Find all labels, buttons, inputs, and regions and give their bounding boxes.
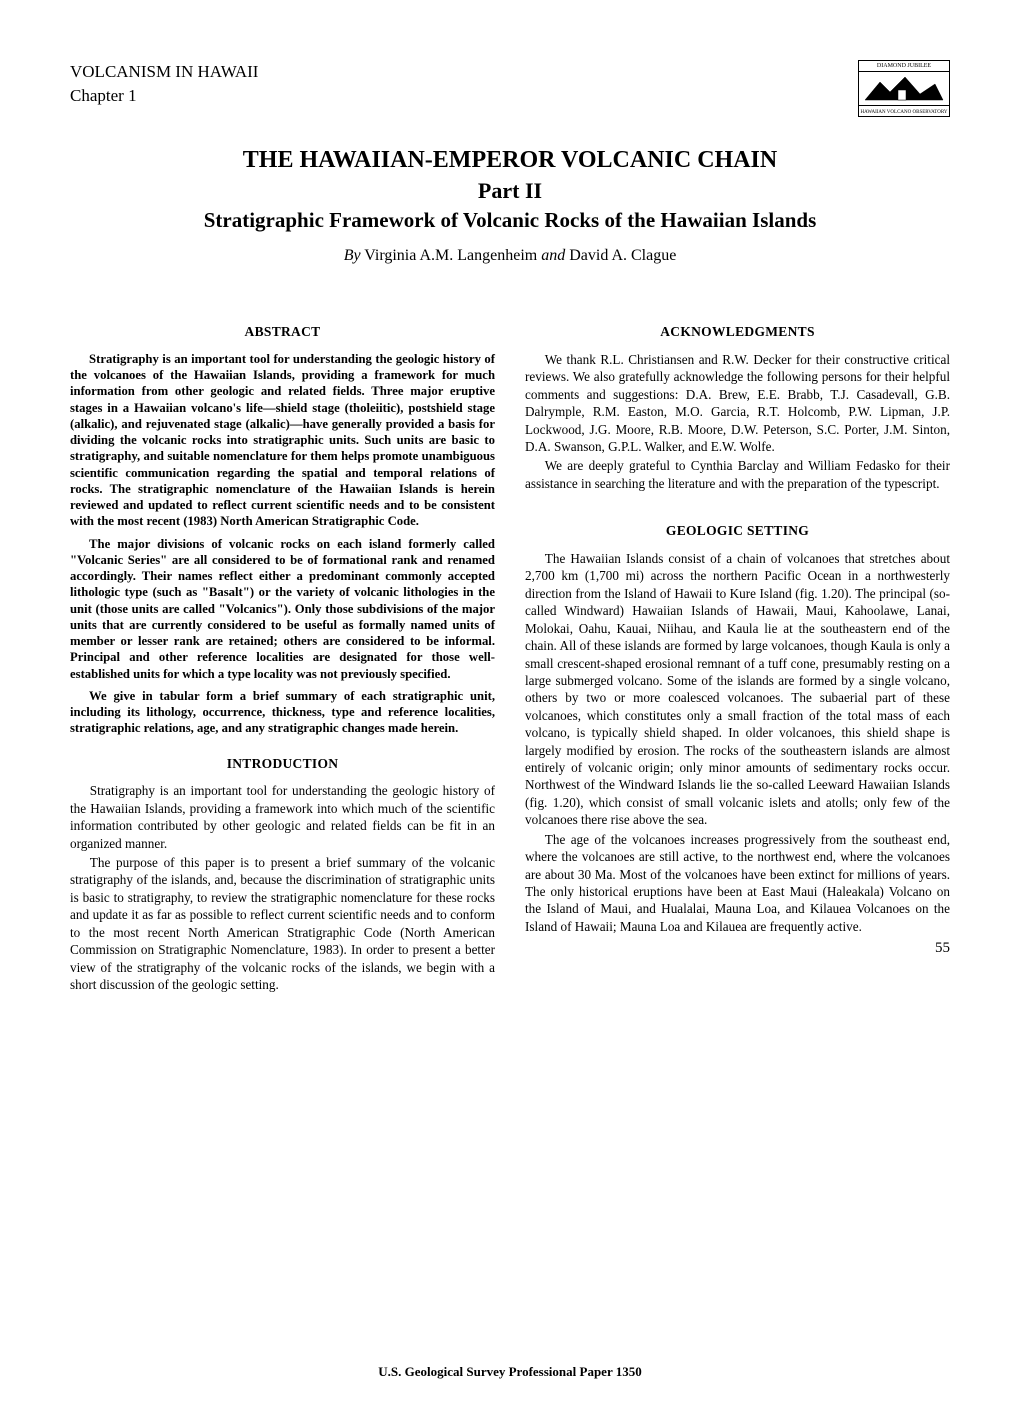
paper-title-line1: THE HAWAIIAN-EMPEROR VOLCANIC CHAIN: [70, 147, 950, 174]
abstract-paragraph: We give in tabular form a brief summary …: [70, 688, 495, 737]
by-label: By: [344, 247, 361, 264]
body-paragraph: The purpose of this paper is to present …: [70, 854, 495, 993]
paper-title-line3: Stratigraphic Framework of Volcanic Rock…: [70, 208, 950, 233]
two-column-body: ABSTRACT Stratigraphy is an important to…: [70, 305, 950, 995]
title-block: THE HAWAIIAN-EMPEROR VOLCANIC CHAIN Part…: [70, 147, 950, 265]
observatory-logo: DIAMOND JUBILEE HAWAIIAN VOLCANO OBSERVA…: [858, 60, 950, 117]
abstract-heading: ABSTRACT: [70, 323, 495, 341]
footer-citation: U.S. Geological Survey Professional Pape…: [0, 1364, 1020, 1380]
page-number: 55: [525, 939, 950, 959]
paper-title-line2: Part II: [70, 178, 950, 204]
introduction-heading: INTRODUCTION: [70, 755, 495, 773]
page-header: VOLCANISM IN HAWAII Chapter 1 DIAMOND JU…: [70, 60, 950, 117]
and-label: and: [541, 247, 565, 264]
logo-top-text: DIAMOND JUBILEE: [859, 61, 949, 69]
book-title: VOLCANISM IN HAWAII: [70, 60, 258, 84]
body-paragraph: We thank R.L. Christiansen and R.W. Deck…: [525, 351, 950, 456]
logo-bottom-text: HAWAIIAN VOLCANO OBSERVATORY: [859, 110, 949, 115]
abstract-paragraph: The major divisions of volcanic rocks on…: [70, 536, 495, 682]
logo-graphic: [859, 71, 949, 106]
acknowledgments-heading: ACKNOWLEDGMENTS: [525, 323, 950, 341]
left-column: ABSTRACT Stratigraphy is an important to…: [70, 305, 495, 995]
byline: By Virginia A.M. Langenheim and David A.…: [70, 247, 950, 265]
chapter-label: Chapter 1: [70, 84, 258, 108]
author-2: David A. Clague: [569, 247, 676, 264]
body-paragraph: The age of the volcanoes increases progr…: [525, 831, 950, 936]
abstract-paragraph: Stratigraphy is an important tool for un…: [70, 351, 495, 530]
geologic-setting-heading: GEOLOGIC SETTING: [525, 522, 950, 540]
body-paragraph: The Hawaiian Islands consist of a chain …: [525, 550, 950, 829]
running-head: VOLCANISM IN HAWAII Chapter 1: [70, 60, 258, 108]
author-1: Virginia A.M. Langenheim: [364, 247, 537, 264]
body-paragraph: Stratigraphy is an important tool for un…: [70, 782, 495, 852]
right-column: ACKNOWLEDGMENTS We thank R.L. Christians…: [525, 305, 950, 995]
body-paragraph: We are deeply grateful to Cynthia Barcla…: [525, 457, 950, 492]
